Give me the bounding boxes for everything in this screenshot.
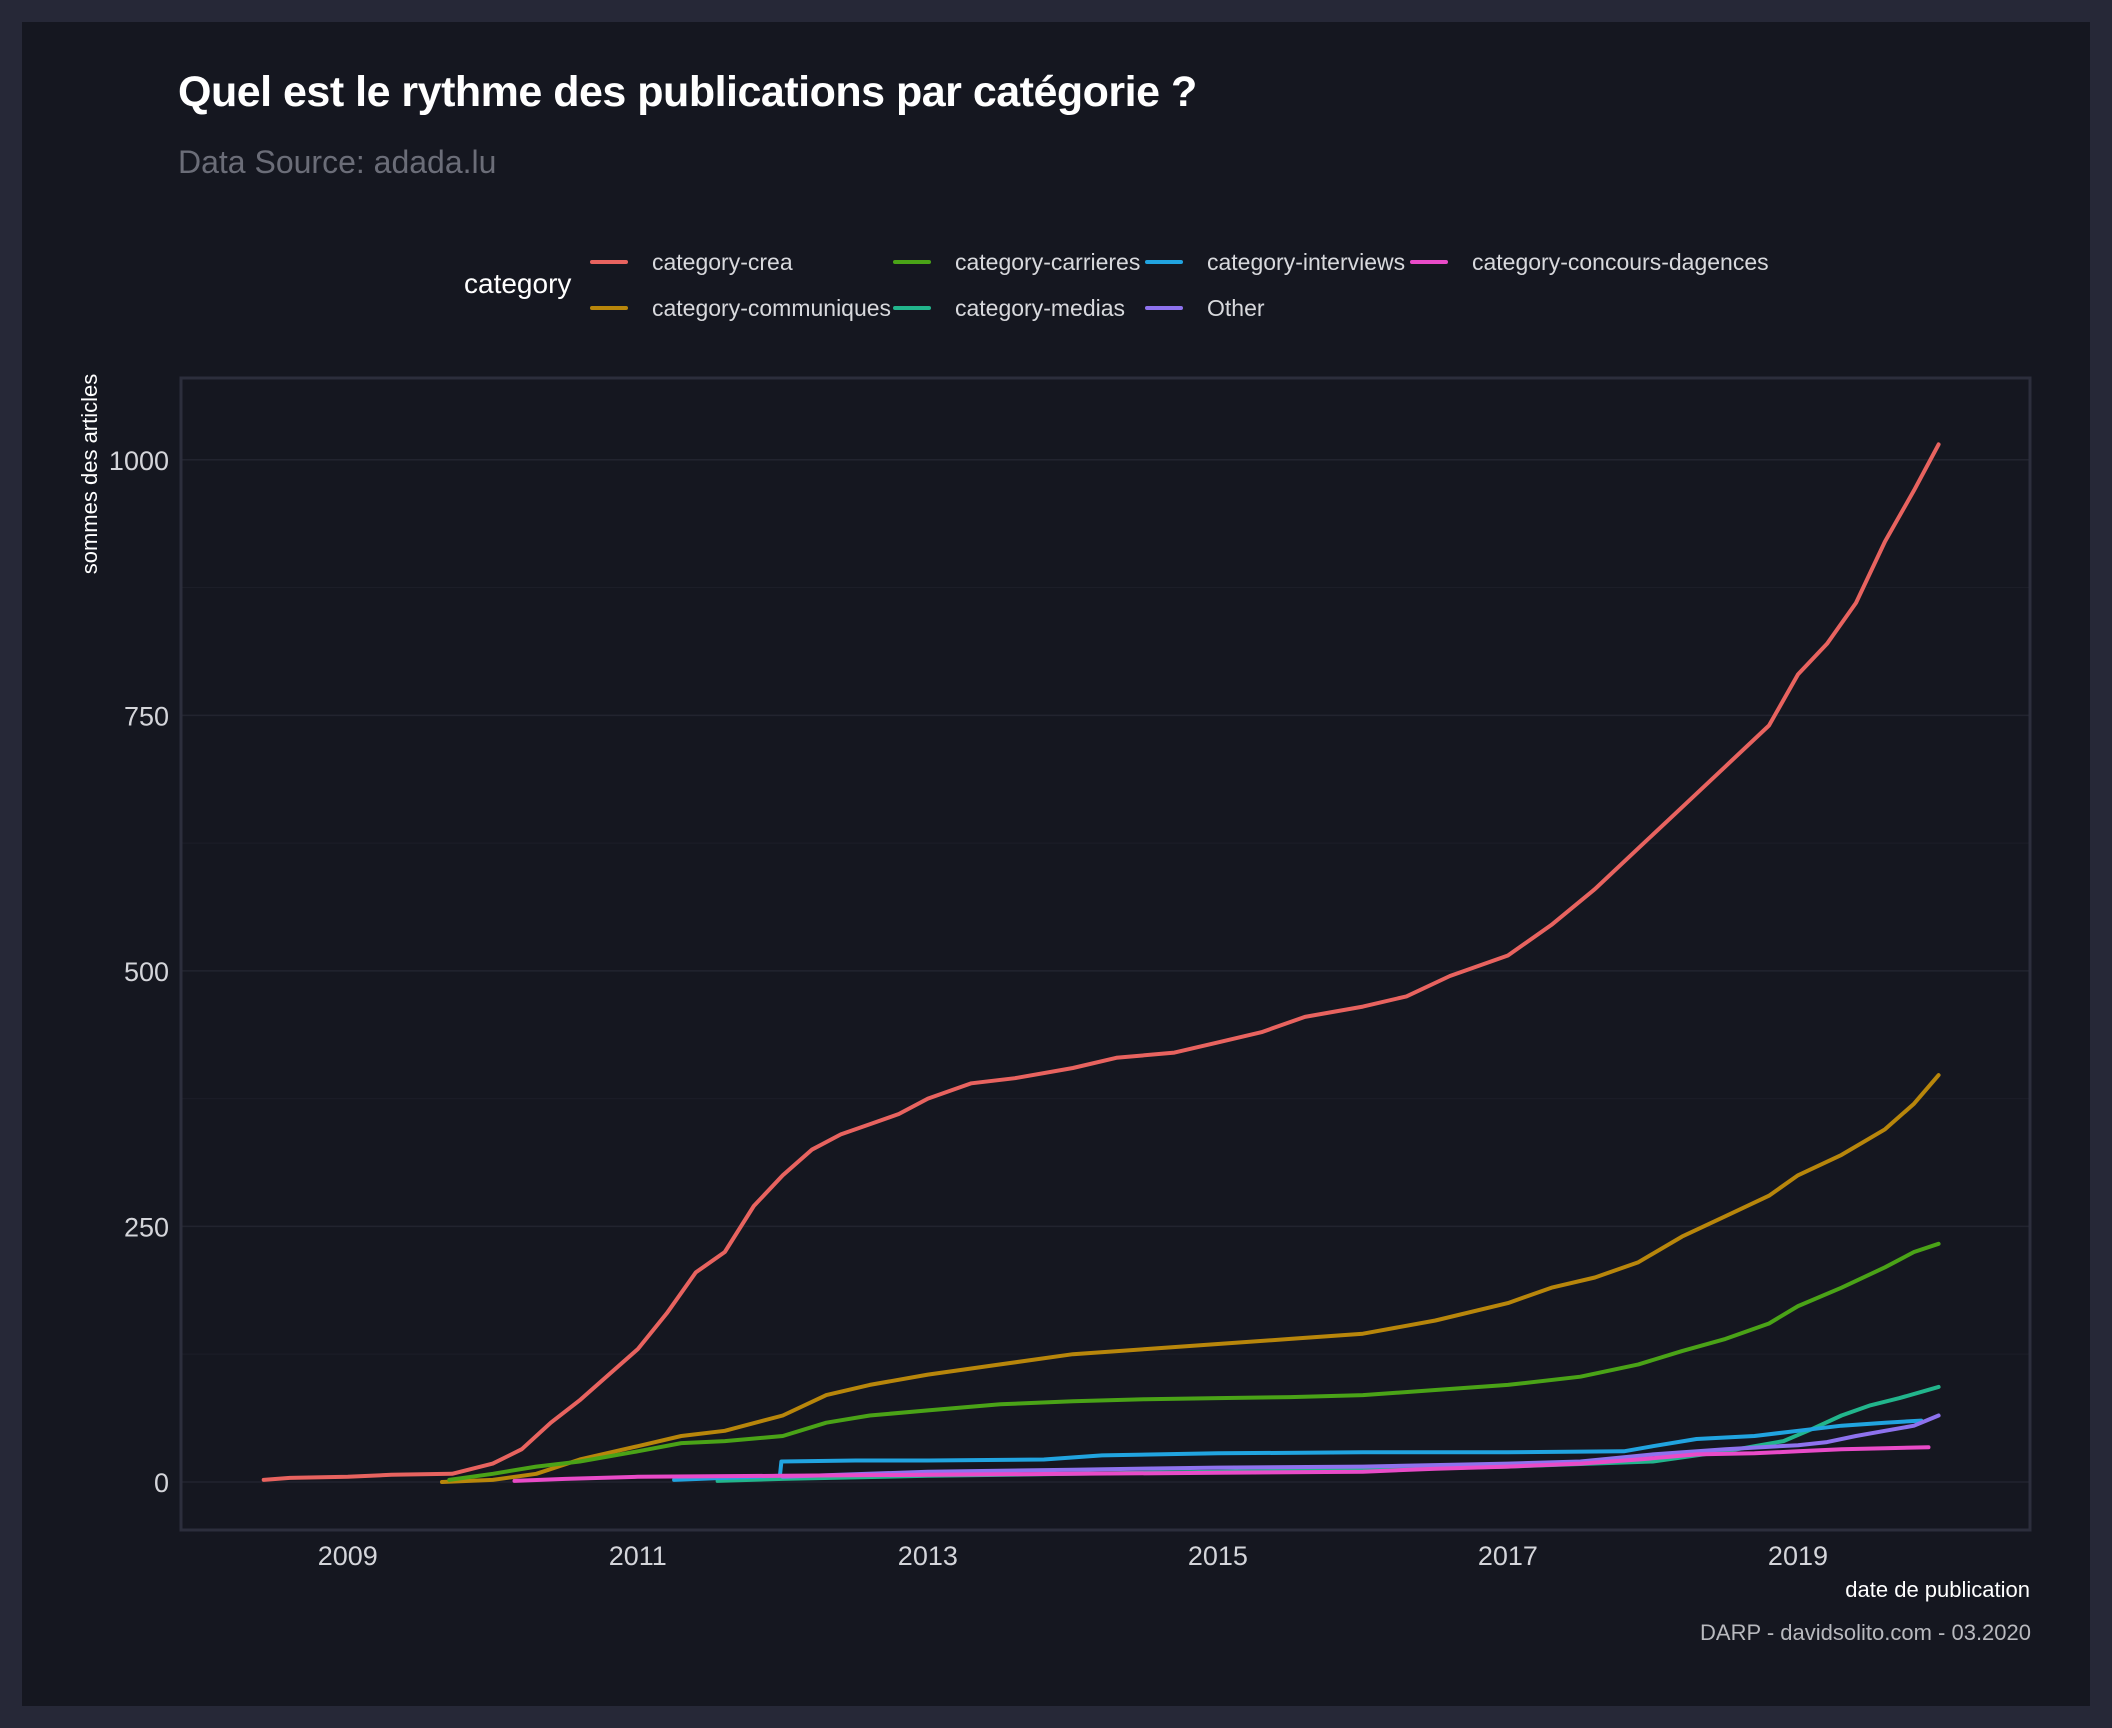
chart-subtitle: Data Source: adada.lu [178,144,497,180]
y-tick-label: 0 [154,1468,169,1498]
legend-item-category-communiques: category-communiques [590,293,891,323]
legend-key [893,260,931,264]
x-tick-label: 2009 [318,1541,378,1571]
x-tick-label: 2013 [898,1541,958,1571]
legend-label: category-medias [955,294,1126,321]
legend-key [590,306,628,310]
plot-frame [179,376,2032,1532]
legend-item-category-carrieres: category-carrieres [893,247,1140,277]
legend-label: category-carrieres [955,248,1141,275]
x-tick-label: 2011 [609,1541,667,1571]
y-tick-label: 1000 [109,446,169,476]
legend-item-category-interviews: category-interviews [1145,247,1405,277]
legend-key [1145,260,1183,264]
gridlines [181,459,2030,1483]
legend-key [1410,260,1448,264]
series-line-category-carrieres [447,1241,1941,1482]
legend-item-category-medias: category-medias [893,293,1125,323]
x-tick-label: 2017 [1478,1541,1538,1571]
series-line-category-interviews [672,1418,1924,1482]
series-line-category-crea [261,442,1941,1482]
x-axis-ticks: 2009 2011 2013 2015 2017 2019 [318,1541,1828,1571]
series-line-category-concours-dagences [512,1445,1931,1483]
y-axis-ticks: 0 250 500 750 1000 [109,446,169,1498]
chart-caption: DARP - davidsolito.com - 03.2020 [1700,1620,2031,1645]
legend-item-other: Other [1145,293,1265,323]
y-tick-label: 500 [124,957,169,987]
x-tick-label: 2015 [1188,1541,1248,1571]
legend-label: Other [1207,294,1265,321]
legend-key [1145,306,1183,310]
legend-item-category-concours-dagences: category-concours-dagences [1410,247,1769,277]
legend-label: category-communiques [652,294,892,321]
y-tick-label: 750 [124,701,169,731]
x-axis-title: date de publication [1845,1577,2030,1602]
legend-key [893,306,931,310]
legend-key [590,260,628,264]
legend-item-category-crea: category-crea [590,247,793,277]
legend-title: category [464,268,572,299]
series-line-category-communiques [440,1073,1941,1484]
chart-title: Quel est le rythme des publications par … [178,68,1197,116]
chart-panel [22,22,2090,1706]
y-axis-title: sommes des articles [77,374,102,575]
x-tick-label: 2019 [1768,1541,1828,1571]
legend-label: category-interviews [1207,248,1406,275]
legend-label: category-crea [652,248,793,275]
legend-label: category-concours-dagences [1472,248,1769,275]
series-line-other [780,1413,1941,1479]
series-lines [261,442,1941,1484]
y-tick-label: 250 [124,1212,169,1242]
